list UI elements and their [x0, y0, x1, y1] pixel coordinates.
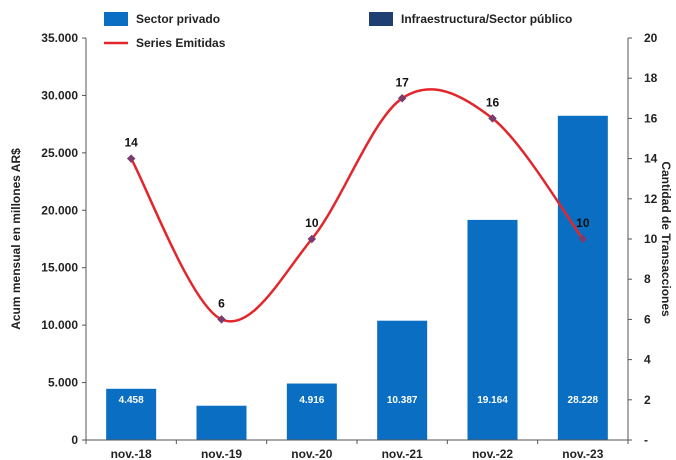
y-tick-label: 15.000: [41, 261, 78, 275]
line-value-label: 16: [486, 95, 500, 109]
bar-nov.-23: [557, 115, 608, 441]
line-point-marker: [126, 154, 136, 163]
series-emitidas-line: [130, 88, 584, 323]
bar-value-label: 19.164: [477, 395, 508, 406]
x-tick-label: nov.-18: [111, 447, 152, 460]
labels-layer: 4.458 2.984 4.916 10.387 19.164 28.228 14 6 10 17…: [119, 75, 599, 406]
bar-nov.-22: [467, 219, 518, 440]
y2-tick-label: 16: [644, 111, 658, 125]
y-axis-title: Acum mensual en millones AR$: [9, 148, 23, 330]
line-value-label: 10: [576, 216, 590, 230]
legend-label: Series Emitidas: [136, 36, 226, 50]
line-layer: [126, 88, 588, 324]
y-tick-label: 0: [71, 433, 78, 447]
line-value-label: 6: [218, 296, 225, 310]
bars-layer: [106, 115, 608, 441]
y2-tick-label: 20: [644, 31, 658, 45]
x-tick-label: nov.-23: [562, 447, 603, 460]
line-point-marker: [307, 234, 317, 244]
legend-swatch: [369, 12, 393, 26]
y2-tick-label: 2: [644, 393, 651, 407]
x-tick-label: nov.-21: [382, 447, 423, 460]
y2-axis-title: Cantidad de Transacciones: [659, 161, 673, 317]
y2-tick-label: 10: [644, 232, 658, 246]
legend-label: Sector privado: [136, 12, 220, 26]
y-tick-label: 10.000: [41, 318, 78, 332]
line-point-marker: [397, 94, 407, 103]
bar-nov.-19: [196, 405, 247, 440]
y2-tick-label: 6: [644, 312, 651, 326]
legend-swatch: [104, 12, 128, 26]
y2-tick-label: 14: [644, 152, 658, 166]
bar-nov.-18: [106, 388, 157, 440]
x-tick-label: nov.-22: [472, 447, 513, 460]
x-tick-label: nov.-19: [201, 447, 242, 460]
line-value-label: 14: [124, 136, 138, 150]
line-value-label: 17: [395, 75, 409, 89]
legend-label: Infraestructura/Sector público: [401, 12, 572, 26]
bar-value-label: 2.984: [209, 395, 234, 406]
y-tick-label: 35.000: [41, 31, 78, 45]
axes-layer: 0 5.000 10.000 15.000 20.000 25.000 30.000 35.0…: [41, 31, 657, 460]
bar-nov.-20: [286, 383, 337, 440]
y2-tick-label: 4: [644, 353, 651, 367]
y-tick-label: 30.000: [41, 88, 78, 102]
bar-nov.-21: [377, 320, 428, 440]
y2-tick-label: 8: [644, 272, 651, 286]
y2-tick-label: 18: [644, 71, 658, 85]
y2-tick-label: -: [644, 433, 648, 447]
x-tick-label: nov.-20: [291, 447, 332, 460]
line-point-marker: [217, 315, 226, 324]
bar-value-label: 28.228: [568, 395, 599, 406]
y2-tick-label: 12: [644, 192, 658, 206]
y-tick-label: 5.000: [48, 376, 78, 390]
bar-value-label: 4.458: [119, 395, 144, 406]
bar-value-label: 10.387: [387, 395, 418, 406]
line-value-label: 10: [305, 216, 319, 230]
y-tick-label: 20.000: [41, 203, 78, 217]
line-point-marker: [488, 114, 497, 123]
y-tick-label: 25.000: [41, 146, 78, 160]
bar-value-label: 4.916: [299, 395, 324, 406]
legend: Sector privado Infraestructura/Sector púb…: [104, 12, 572, 50]
